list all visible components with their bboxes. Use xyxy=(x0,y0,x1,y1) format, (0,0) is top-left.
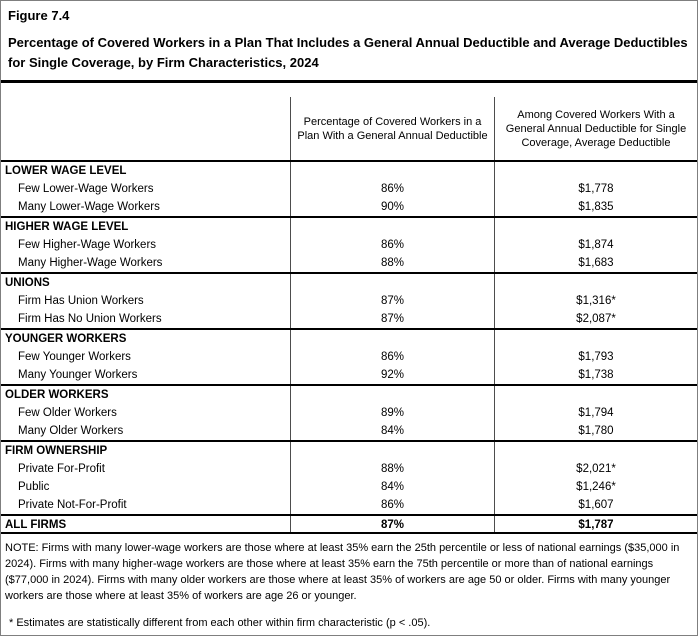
table-row: Firm Has Union Workers 87% $1,316* xyxy=(1,292,697,310)
section-heading-row: FIRM OWNERSHIP xyxy=(1,440,697,460)
row-label: Firm Has No Union Workers xyxy=(18,313,162,325)
row-pct-value: 89% xyxy=(290,404,494,422)
empty-pct-cell xyxy=(290,442,494,460)
empty-pct-cell xyxy=(290,218,494,236)
table-row: Few Higher-Wage Workers 86% $1,874 xyxy=(1,236,697,254)
empty-avg-cell xyxy=(494,274,697,292)
row-label: Many Higher-Wage Workers xyxy=(18,257,163,269)
row-pct-value: 92% xyxy=(290,366,494,384)
data-table: Percentage of Covered Workers in a Plan … xyxy=(1,83,697,534)
section-heading-row: OLDER WORKERS xyxy=(1,384,697,404)
statistical-footnote: * Estimates are statistically different … xyxy=(9,617,431,629)
section-heading-row: LOWER WAGE LEVEL xyxy=(1,160,697,180)
figure-header: Figure 7.4 Percentage of Covered Workers… xyxy=(1,1,697,83)
note-paragraph: NOTE: Firms with many lower-wage workers… xyxy=(5,542,680,602)
row-label: Few Younger Workers xyxy=(18,351,131,363)
row-label: Few Older Workers xyxy=(18,407,117,419)
row-pct-value: 86% xyxy=(290,236,494,254)
row-pct-value: 86% xyxy=(290,180,494,198)
row-avg-value: $1,738 xyxy=(494,366,697,384)
section-heading-label: FIRM OWNERSHIP xyxy=(5,445,108,457)
row-avg-value: $2,087* xyxy=(494,310,697,328)
column-header-avg-cell: Among Covered Workers With a General Ann… xyxy=(494,83,697,160)
column-header-avg-label: Among Covered Workers With a General Ann… xyxy=(494,97,697,160)
row-avg-value: $1,246* xyxy=(494,478,697,496)
table-row: Many Higher-Wage Workers 88% $1,683 xyxy=(1,254,697,272)
figure-notes: NOTE: Firms with many lower-wage workers… xyxy=(1,534,697,635)
row-label: Few Higher-Wage Workers xyxy=(18,239,157,251)
row-label: Public xyxy=(18,481,50,493)
row-avg-value: $1,794 xyxy=(494,404,697,422)
empty-avg-cell xyxy=(494,442,697,460)
table-row: Few Older Workers 89% $1,794 xyxy=(1,404,697,422)
row-pct-value: 87% xyxy=(290,292,494,310)
table-row: Private For-Profit 88% $2,021* xyxy=(1,460,697,478)
row-pct-value: 84% xyxy=(290,478,494,496)
section-heading-row: HIGHER WAGE LEVEL xyxy=(1,216,697,236)
column-header-pct-cell: Percentage of Covered Workers in a Plan … xyxy=(290,83,494,160)
table-row: Firm Has No Union Workers 87% $2,087* xyxy=(1,310,697,328)
row-label: Private For-Profit xyxy=(18,463,105,475)
all-firms-pct-value: 87% xyxy=(290,516,494,532)
row-label: Many Older Workers xyxy=(18,425,124,437)
row-label: Many Lower-Wage Workers xyxy=(18,201,160,213)
row-label: Private Not-For-Profit xyxy=(18,499,127,511)
all-firms-avg-value: $1,787 xyxy=(494,516,697,532)
row-avg-value: $1,683 xyxy=(494,254,697,272)
row-pct-value: 90% xyxy=(290,198,494,216)
column-header-pct-label: Percentage of Covered Workers in a Plan … xyxy=(290,97,494,160)
row-avg-value: $1,780 xyxy=(494,422,697,440)
section-heading-label: LOWER WAGE LEVEL xyxy=(5,165,127,177)
row-avg-value: $1,793 xyxy=(494,348,697,366)
empty-pct-cell xyxy=(290,386,494,404)
table-header-row: Percentage of Covered Workers in a Plan … xyxy=(1,83,697,160)
table-row: Many Older Workers 84% $1,780 xyxy=(1,422,697,440)
all-firms-label: ALL FIRMS xyxy=(5,519,67,531)
table-row: Few Lower-Wage Workers 86% $1,778 xyxy=(1,180,697,198)
row-pct-value: 86% xyxy=(290,348,494,366)
section-heading-label: HIGHER WAGE LEVEL xyxy=(5,221,129,233)
row-avg-value: $1,607 xyxy=(494,496,697,514)
row-pct-value: 88% xyxy=(290,460,494,478)
row-pct-value: 87% xyxy=(290,310,494,328)
empty-avg-cell xyxy=(494,218,697,236)
all-firms-row: ALL FIRMS 87% $1,787 xyxy=(1,514,697,534)
row-label: Many Younger Workers xyxy=(18,369,138,381)
empty-avg-cell xyxy=(494,386,697,404)
section-heading-label: UNIONS xyxy=(5,277,50,289)
table-row: Few Younger Workers 86% $1,793 xyxy=(1,348,697,366)
row-pct-value: 84% xyxy=(290,422,494,440)
table-row: Private Not-For-Profit 86% $1,607 xyxy=(1,496,697,514)
figure-title: Percentage of Covered Workers in a Plan … xyxy=(8,35,688,70)
row-label: Few Lower-Wage Workers xyxy=(18,183,154,195)
empty-pct-cell xyxy=(290,162,494,180)
row-pct-value: 86% xyxy=(290,496,494,514)
header-empty-cell xyxy=(1,83,290,160)
row-label: Firm Has Union Workers xyxy=(18,295,144,307)
section-heading-label: YOUNGER WORKERS xyxy=(5,333,127,345)
row-avg-value: $1,874 xyxy=(494,236,697,254)
row-avg-value: $1,316* xyxy=(494,292,697,310)
figure-label: Figure 7.4 xyxy=(8,8,70,23)
empty-pct-cell xyxy=(290,274,494,292)
section-heading-row: YOUNGER WORKERS xyxy=(1,328,697,348)
table-row: Public 84% $1,246* xyxy=(1,478,697,496)
table-row: Many Younger Workers 92% $1,738 xyxy=(1,366,697,384)
empty-avg-cell xyxy=(494,162,697,180)
row-avg-value: $1,778 xyxy=(494,180,697,198)
row-avg-value: $2,021* xyxy=(494,460,697,478)
empty-pct-cell xyxy=(290,330,494,348)
row-pct-value: 88% xyxy=(290,254,494,272)
table-row: Many Lower-Wage Workers 90% $1,835 xyxy=(1,198,697,216)
section-heading-label: OLDER WORKERS xyxy=(5,389,109,401)
section-heading-row: UNIONS xyxy=(1,272,697,292)
row-avg-value: $1,835 xyxy=(494,198,697,216)
empty-avg-cell xyxy=(494,330,697,348)
